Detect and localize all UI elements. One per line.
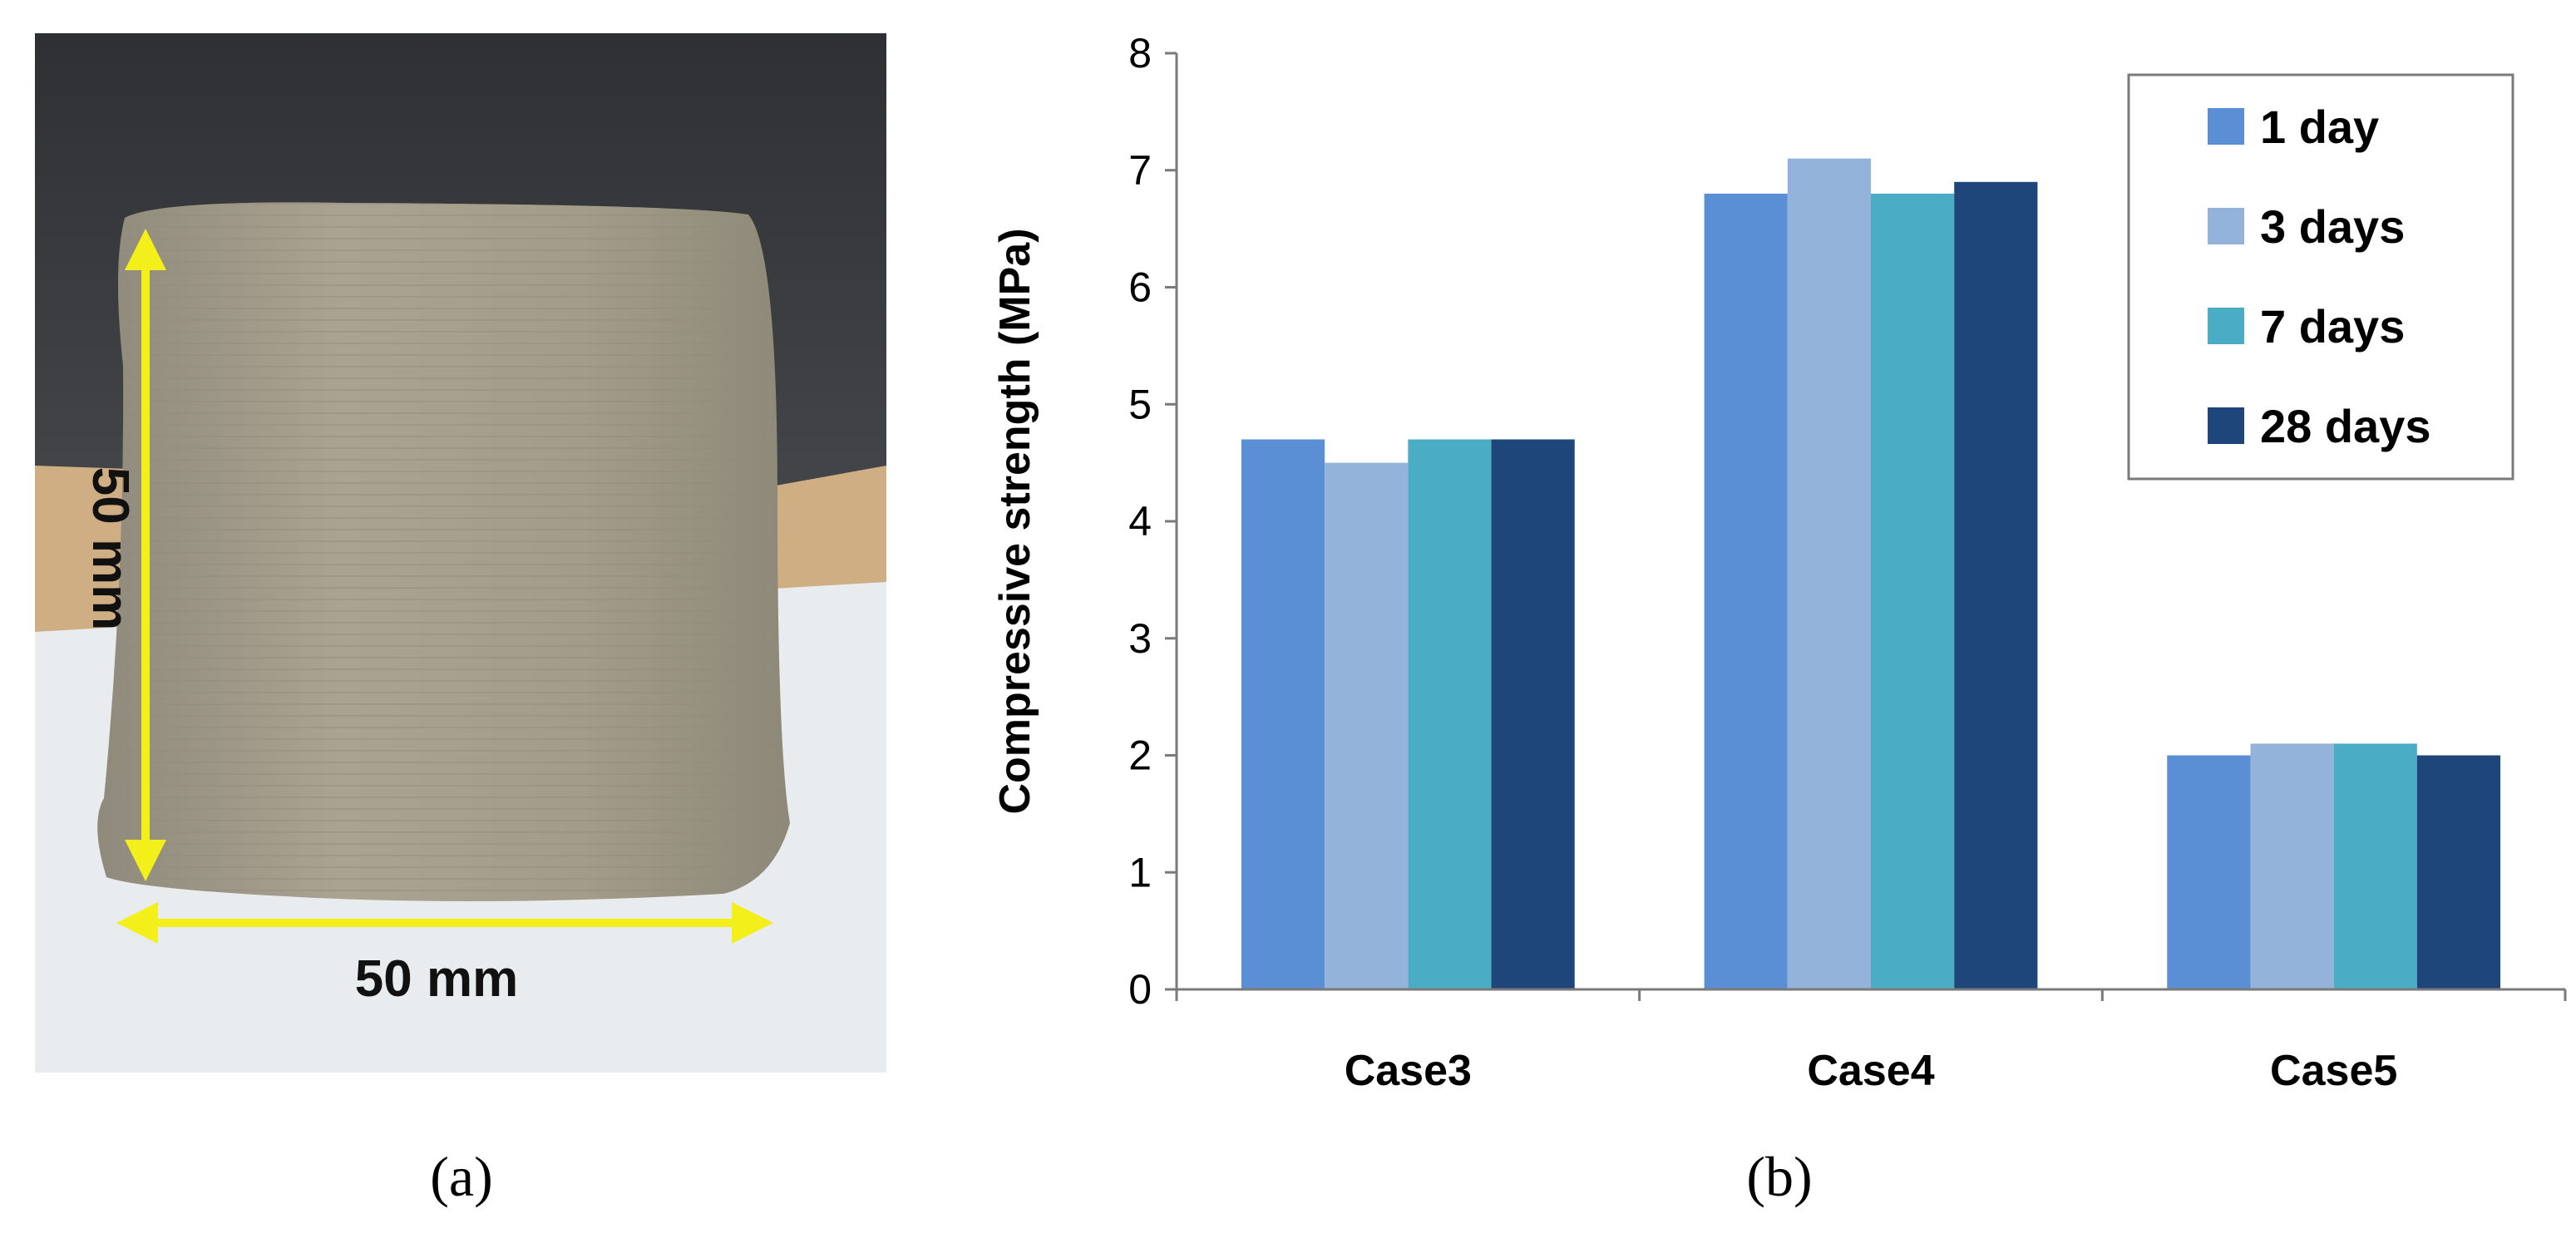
y-tick-label: 1	[1128, 849, 1152, 895]
y-tick-label: 7	[1128, 147, 1152, 194]
bar-case5-7-days	[2333, 743, 2417, 989]
caption-b: (b)	[1746, 1145, 1812, 1208]
legend-label: 7 days	[2260, 300, 2405, 353]
y-tick-label: 8	[1128, 30, 1152, 76]
specimen-photo: 50 mm 50 mm	[35, 33, 886, 1073]
legend-label: 28 days	[2260, 400, 2431, 452]
y-tick-label: 4	[1128, 498, 1152, 545]
legend-swatch	[2208, 407, 2244, 444]
legend-box	[2127, 73, 2514, 481]
x-tick-label: Case4	[1807, 1047, 1934, 1095]
width-label: 50 mm	[355, 950, 518, 1008]
legend-swatch	[2208, 308, 2244, 344]
caption-a: (a)	[430, 1145, 492, 1208]
y-tick-label: 5	[1128, 381, 1152, 427]
cube-layer-texture	[97, 202, 790, 901]
y-tick-label: 6	[1128, 264, 1152, 311]
legend-label: 3 days	[2260, 200, 2405, 253]
x-ticks: Case3 Case4 Case5	[1175, 989, 2567, 1095]
bar-case4-3-days	[1787, 158, 1871, 990]
y-tick-label: 2	[1128, 732, 1152, 779]
legend-swatch	[2208, 108, 2244, 145]
legend: 1 day 3 days 7 days 28 days	[2127, 73, 2514, 481]
height-label: 50 mm	[81, 467, 139, 630]
compressive-strength-chart: 0 1 2 3 4 5 6 7 8 Case3 Case4 Case5 Compressive st…	[991, 30, 2567, 1095]
y-tick-label: 3	[1128, 615, 1152, 662]
y-tick-label: 0	[1128, 966, 1152, 1013]
bar-case5-3-days	[2250, 743, 2334, 989]
bar-case3-28-days	[1491, 439, 1575, 989]
y-ticks: 0 1 2 3 4 5 6 7 8	[1128, 30, 1177, 1013]
legend-label: 1 day	[2260, 101, 2379, 153]
bar-case5-1-day	[2167, 755, 2251, 989]
bar-case3-7-days	[1408, 439, 1492, 989]
bar-case3-1-day	[1241, 439, 1325, 989]
y-axis-label: Compressive strength (MPa)	[991, 228, 1039, 814]
x-tick-label: Case3	[1345, 1047, 1472, 1095]
bar-case4-7-days	[1871, 193, 1955, 989]
bar-case3-3-days	[1325, 462, 1409, 989]
legend-swatch	[2208, 208, 2244, 244]
x-tick-label: Case5	[2270, 1047, 2397, 1095]
bars	[1241, 158, 2501, 990]
bar-case4-28-days	[1954, 181, 2038, 989]
bar-case5-28-days	[2416, 755, 2501, 989]
bar-case4-1-day	[1704, 193, 1788, 989]
